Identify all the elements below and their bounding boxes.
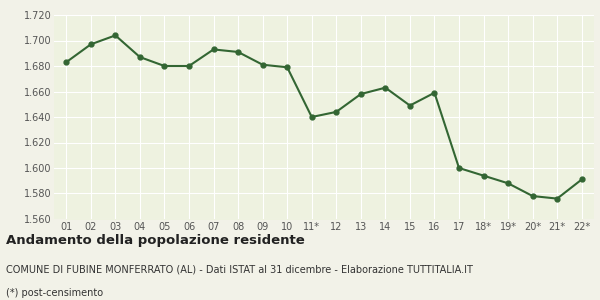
Text: COMUNE DI FUBINE MONFERRATO (AL) - Dati ISTAT al 31 dicembre - Elaborazione TUTT: COMUNE DI FUBINE MONFERRATO (AL) - Dati … <box>6 264 473 274</box>
Text: Andamento della popolazione residente: Andamento della popolazione residente <box>6 234 305 247</box>
Text: (*) post-censimento: (*) post-censimento <box>6 288 103 298</box>
